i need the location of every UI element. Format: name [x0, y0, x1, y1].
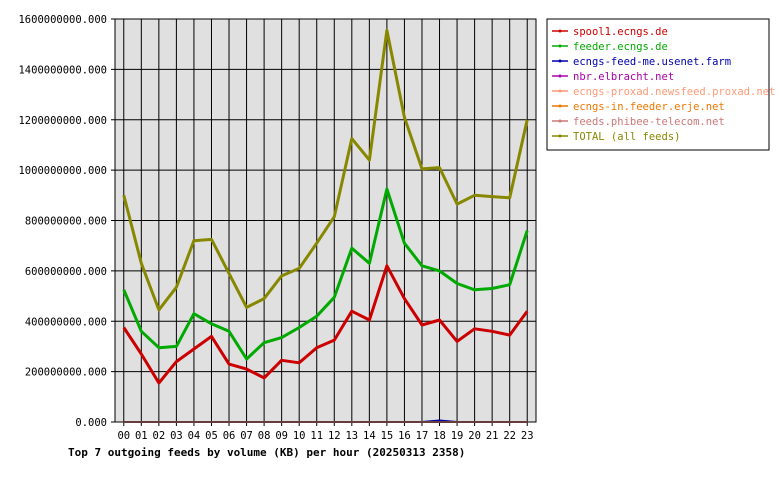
legend-label: feeder.ecngs.de	[573, 41, 668, 53]
x-tick-label: 17	[416, 430, 429, 442]
x-tick-label: 19	[451, 430, 464, 442]
x-tick-label: 08	[258, 430, 271, 442]
plot-border	[114, 18, 537, 423]
legend-label: ecngs-proxad.newsfeed.proxad.net	[573, 86, 775, 98]
x-tick-label: 07	[240, 430, 253, 442]
legend: spool1.ecngs.de feeder.ecngs.de ecngs-feed…	[546, 18, 775, 151]
legend-marker	[558, 119, 562, 123]
x-tick-label: 20	[468, 430, 481, 442]
x-tick-label: 22	[503, 430, 516, 442]
y-tick-label: 400000000.000	[25, 316, 107, 328]
x-tick-label: 03	[170, 430, 183, 442]
legend-marker	[558, 29, 562, 33]
legend-label: feeds.phibee-telecom.net	[573, 116, 725, 128]
y-tick-label: 1000000000.000	[18, 165, 107, 177]
x-tick-label: 06	[223, 430, 236, 442]
x-axis-ticks: 00 01 02 03 04 05 06 07 08 09 10 11 12 13 14 15 16 17 18 19…	[117, 422, 534, 442]
legend-label: nbr.elbracht.net	[573, 71, 674, 83]
x-tick-label: 00	[117, 430, 130, 442]
y-tick-label: 1200000000.000	[18, 115, 107, 127]
series-line-0	[122, 264, 529, 385]
y-tick-label: 1600000000.000	[18, 14, 107, 26]
y-tick-label: 0.000	[75, 417, 107, 429]
x-tick-label: 15	[381, 430, 394, 442]
x-tick-label: 02	[153, 430, 166, 442]
x-tick-label: 10	[293, 430, 306, 442]
x-tick-label: 05	[205, 430, 218, 442]
legend-marker	[558, 44, 562, 48]
x-tick-label: 13	[345, 430, 358, 442]
x-tick-label: 18	[433, 430, 446, 442]
x-tick-label: 04	[188, 430, 201, 442]
x-tick-label: 09	[275, 430, 288, 442]
x-tick-label: 01	[135, 430, 148, 442]
legend-marker	[558, 59, 562, 63]
x-tick-label: 21	[486, 430, 499, 442]
y-tick-label: 800000000.000	[25, 216, 107, 228]
legend-marker	[558, 104, 562, 108]
series-line-7	[122, 28, 529, 312]
legend-label: spool1.ecngs.de	[573, 26, 668, 38]
legend-box	[546, 18, 770, 151]
grid-lines	[115, 19, 536, 422]
y-axis-ticks: 0.000 200000000.000 400000000.000 600000000…	[18, 14, 115, 429]
legend-marker	[558, 134, 562, 138]
x-tick-label: 16	[398, 430, 411, 442]
y-tick-label: 200000000.000	[25, 367, 107, 379]
legend-label: ecngs-feed-me.usenet.farm	[573, 56, 731, 68]
y-tick-label: 1400000000.000	[18, 64, 107, 76]
legend-marker	[558, 74, 562, 78]
y-tick-label: 600000000.000	[25, 266, 107, 278]
legend-marker	[558, 89, 562, 93]
x-tick-label: 14	[363, 430, 376, 442]
x-tick-label: 12	[328, 430, 341, 442]
series-line-1	[122, 187, 529, 361]
chart-title: Top 7 outgoing feeds by volume (KB) per …	[68, 446, 465, 459]
legend-label: TOTAL (all feeds)	[573, 131, 680, 143]
legend-label: ecngs-in.feeder.erje.net	[573, 101, 725, 113]
x-tick-label: 23	[521, 430, 534, 442]
x-tick-label: 11	[310, 430, 323, 442]
